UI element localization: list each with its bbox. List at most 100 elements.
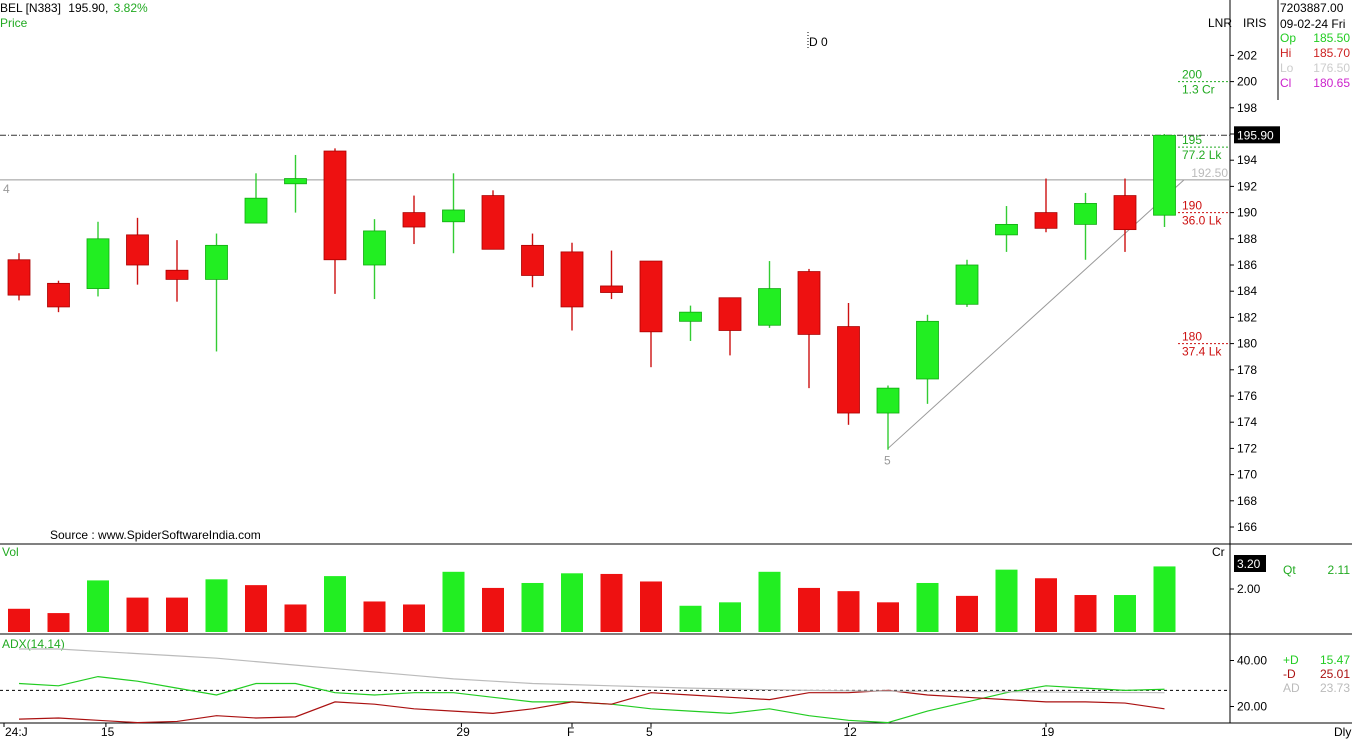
volume-bar: [245, 585, 267, 632]
adx-series-line: [18, 675, 1165, 724]
info-lo-value: 176.50: [1313, 61, 1350, 75]
level-price: 180: [1182, 330, 1202, 344]
y-tick-label: 192: [1237, 179, 1257, 193]
candle-body: [916, 320, 939, 380]
level-price: 195: [1182, 133, 1202, 147]
volume-bar: [166, 597, 188, 632]
last-price: 195.90,: [68, 1, 109, 15]
lnr-toggle[interactable]: LNR: [1208, 16, 1233, 30]
info-hi-label: Hi: [1280, 46, 1292, 60]
candle-body: [1074, 203, 1097, 225]
candle-body: [521, 244, 544, 276]
volume-bar: [8, 608, 30, 632]
x-tick-label: 24:J: [5, 725, 28, 739]
volume-bar: [205, 579, 228, 632]
info-hi-value: 185.70: [1313, 46, 1350, 60]
candle-body: [955, 264, 979, 305]
volume-bar: [403, 604, 425, 632]
candle-body: [481, 195, 505, 250]
candle-body: [600, 285, 623, 293]
y-tick-label: 168: [1237, 494, 1257, 508]
volume-bar: [284, 604, 307, 632]
volume-bar: [87, 580, 109, 632]
x-tick-label: 15: [101, 725, 115, 739]
volume-bar: [916, 582, 939, 632]
candle-body: [205, 244, 228, 280]
left-marker: 4: [3, 182, 10, 196]
qt-label: Qt: [1283, 563, 1296, 577]
y-tick-label: 190: [1237, 206, 1257, 220]
adx-tick-label: 20.00: [1237, 700, 1267, 714]
candle-body: [679, 311, 702, 322]
candle-body: [126, 234, 149, 266]
iris-toggle[interactable]: IRIS: [1243, 16, 1267, 30]
candle-body: [758, 288, 781, 326]
y-tick-label: 178: [1237, 363, 1257, 377]
volume-bar: [126, 597, 149, 632]
adx-legend-value: 15.47: [1320, 653, 1350, 667]
candle-body: [47, 282, 70, 308]
level-qty: 77.2 Lk: [1182, 148, 1222, 162]
info-id: 7203887.00: [1280, 1, 1344, 15]
volume-bar: [640, 581, 662, 632]
candle-body: [402, 212, 426, 228]
candle-body: [797, 271, 821, 335]
period-label[interactable]: Dly: [1334, 725, 1352, 739]
y-tick-label: 176: [1237, 389, 1257, 403]
candle-body: [323, 150, 347, 261]
candle-body: [1153, 134, 1176, 216]
x-tick-label: 19: [1041, 725, 1055, 739]
adx-series-line: [18, 689, 1165, 724]
source-credit: Source : www.SpiderSoftwareIndia.com: [50, 528, 261, 542]
volume-bar: [758, 571, 781, 632]
volume-bar: [995, 569, 1018, 632]
y-tick-label: 166: [1237, 520, 1257, 534]
volume-bar: [1035, 578, 1057, 632]
y-tick-label: 182: [1237, 310, 1257, 324]
x-tick-label: F: [567, 725, 574, 739]
level-qty: 36.0 Lk: [1182, 214, 1222, 228]
volume-bar: [679, 605, 702, 632]
volume-bar: [363, 601, 386, 632]
y-tick-label: 202: [1237, 48, 1257, 62]
x-tick-label: 5: [646, 725, 653, 739]
adx-legend-name: -D: [1283, 667, 1296, 681]
change-percent: 3.82%: [113, 1, 148, 15]
y-tick-label: 200: [1237, 75, 1257, 89]
volume-tag-bg: [1234, 555, 1266, 572]
level-qty: 1.3 Cr: [1182, 83, 1215, 97]
candle-body: [1034, 212, 1058, 229]
x-tick-label: 12: [844, 725, 858, 739]
volume-bar: [956, 595, 978, 632]
last-price-tag: 195.90: [1237, 128, 1274, 142]
x-tick-label: 29: [456, 725, 470, 739]
level-price: 200: [1182, 68, 1202, 82]
volume-bar: [877, 602, 899, 632]
y-tick-label: 188: [1237, 232, 1257, 246]
volume-bar: [1153, 566, 1176, 632]
symbol-name[interactable]: BEL [N383]: [0, 1, 61, 15]
candle-body: [560, 251, 584, 308]
candle-body: [244, 197, 268, 224]
y-tick-label: 180: [1237, 337, 1257, 351]
y-tick-label: 194: [1237, 153, 1257, 167]
candle-body: [837, 326, 860, 414]
last-price-tag-bg: [1234, 126, 1280, 144]
adx-legend-value: 25.01: [1320, 667, 1350, 681]
reference-price-label: 192.50: [1191, 166, 1228, 180]
info-date: 09-02-24 Fri: [1280, 17, 1346, 31]
volume-bar: [798, 587, 820, 632]
candle-body: [165, 269, 189, 280]
price-pane-label: Price: [0, 16, 28, 30]
info-op-label: Op: [1280, 31, 1297, 45]
volume-bar: [521, 582, 544, 632]
volume-bar: [47, 613, 70, 632]
info-cl-label: Cl: [1280, 76, 1292, 90]
volume-bar: [1074, 595, 1097, 632]
volume-bar: [482, 587, 504, 632]
candle-body: [718, 297, 742, 331]
y-tick-label: 198: [1237, 101, 1257, 115]
qt-value: 2.11: [1328, 563, 1351, 577]
